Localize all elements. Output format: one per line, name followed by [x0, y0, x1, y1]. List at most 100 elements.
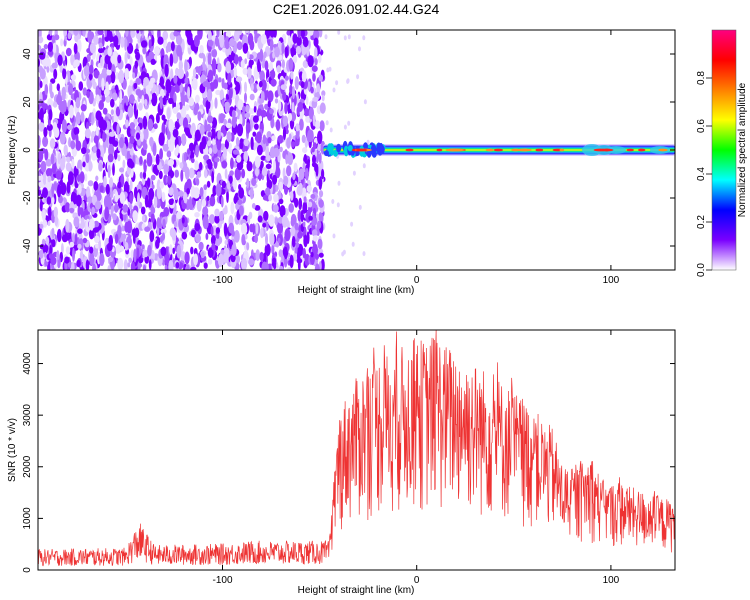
noise-speckle: [61, 86, 66, 100]
noise-speckle: [250, 136, 254, 150]
noise-speckle: [207, 247, 214, 258]
noise-speckle: [166, 150, 172, 158]
noise-speckle: [144, 226, 151, 232]
noise-speckle: [226, 131, 232, 143]
noise-speckle: [143, 127, 149, 141]
noise-speckle: [110, 98, 115, 108]
noise-speckle: [332, 233, 336, 239]
noise-speckle: [94, 200, 102, 210]
noise-speckle: [228, 142, 232, 149]
noise-speckle: [270, 78, 277, 87]
noise-speckle: [266, 179, 273, 190]
noise-speckle: [177, 68, 185, 80]
noise-speckle: [104, 54, 111, 65]
noise-speckle: [230, 201, 235, 215]
colorbar-tick-label: 0.6: [696, 119, 707, 133]
noise-speckle: [318, 212, 324, 223]
noise-speckle: [168, 187, 174, 196]
noise-speckle: [125, 97, 129, 106]
noise-speckle: [46, 196, 52, 205]
noise-speckle: [47, 175, 52, 183]
noise-speckle: [302, 36, 309, 48]
noise-speckle: [135, 88, 142, 96]
noise-speckle: [190, 126, 194, 135]
noise-speckle: [57, 152, 61, 165]
noise-speckle: [308, 201, 313, 208]
noise-speckle: [184, 59, 188, 73]
noise-speckle: [173, 188, 179, 201]
noise-speckle: [86, 54, 91, 62]
noise-speckle: [284, 101, 288, 115]
noise-speckle: [73, 43, 78, 55]
noise-speckle: [224, 168, 228, 180]
x-tick-label: -100: [212, 575, 232, 586]
noise-speckle: [319, 102, 326, 114]
noise-speckle: [273, 263, 277, 270]
noise-speckle: [184, 251, 190, 265]
noise-speckle: [292, 33, 298, 44]
noise-speckle: [300, 30, 305, 39]
noise-speckle: [60, 182, 67, 196]
noise-speckle: [304, 253, 311, 266]
noise-speckle: [142, 115, 148, 130]
noise-speckle: [59, 157, 66, 171]
noise-speckle: [294, 222, 299, 231]
noise-speckle: [231, 109, 236, 120]
noise-speckle: [44, 57, 51, 68]
noise-speckle: [223, 222, 228, 237]
noise-speckle: [45, 159, 52, 167]
noise-speckle: [65, 246, 71, 255]
noise-speckle: [283, 175, 289, 186]
noise-speckle: [264, 60, 269, 71]
noise-speckle: [51, 227, 55, 239]
noise-speckle: [169, 244, 173, 255]
noise-speckle: [133, 103, 137, 116]
noise-speckle: [358, 46, 361, 52]
noise-speckle: [39, 107, 44, 122]
noise-speckle: [92, 227, 100, 233]
noise-speckle: [255, 167, 259, 177]
noise-speckle: [232, 177, 237, 191]
noise-speckle: [306, 45, 310, 57]
noise-speckle: [122, 159, 126, 169]
noise-speckle: [208, 147, 213, 155]
noise-speckle: [298, 197, 303, 210]
noise-speckle: [77, 174, 81, 182]
noise-speckle: [282, 126, 287, 140]
noise-speckle: [85, 259, 90, 270]
noise-speckle: [42, 219, 48, 228]
noise-speckle: [186, 178, 192, 191]
noise-speckle: [181, 133, 187, 147]
noise-speckle: [325, 120, 329, 126]
noise-speckle: [50, 153, 55, 165]
noise-speckle: [129, 56, 133, 66]
noise-speckle: [241, 257, 248, 270]
noise-speckle: [51, 183, 55, 197]
noise-speckle: [356, 74, 360, 80]
noise-speckle: [211, 243, 216, 251]
signal-peak: [493, 148, 503, 152]
noise-speckle: [103, 195, 110, 209]
signal-blob: [347, 144, 353, 152]
noise-speckle: [174, 148, 179, 157]
noise-speckle: [55, 170, 62, 180]
noise-speckle: [98, 47, 104, 54]
noise-speckle: [184, 77, 189, 84]
noise-speckle: [290, 226, 296, 237]
noise-speckle: [169, 227, 176, 238]
colorbar-ticks: 0.0 0.2 0.4 0.6 0.8: [696, 71, 712, 277]
noise-speckle: [163, 207, 170, 217]
noise-speckle: [201, 198, 207, 208]
noise-speckle: [207, 258, 213, 265]
noise-speckle: [82, 30, 86, 37]
noise-speckle: [140, 71, 147, 78]
noise-speckle: [262, 134, 267, 145]
noise-speckle: [96, 192, 102, 202]
noise-speckle: [298, 168, 305, 180]
noise-speckle: [269, 233, 275, 246]
noise-speckle: [258, 115, 263, 122]
noise-speckle: [151, 184, 155, 190]
noise-speckle: [198, 241, 204, 251]
noise-speckle: [125, 30, 129, 37]
noise-speckle: [273, 147, 280, 157]
